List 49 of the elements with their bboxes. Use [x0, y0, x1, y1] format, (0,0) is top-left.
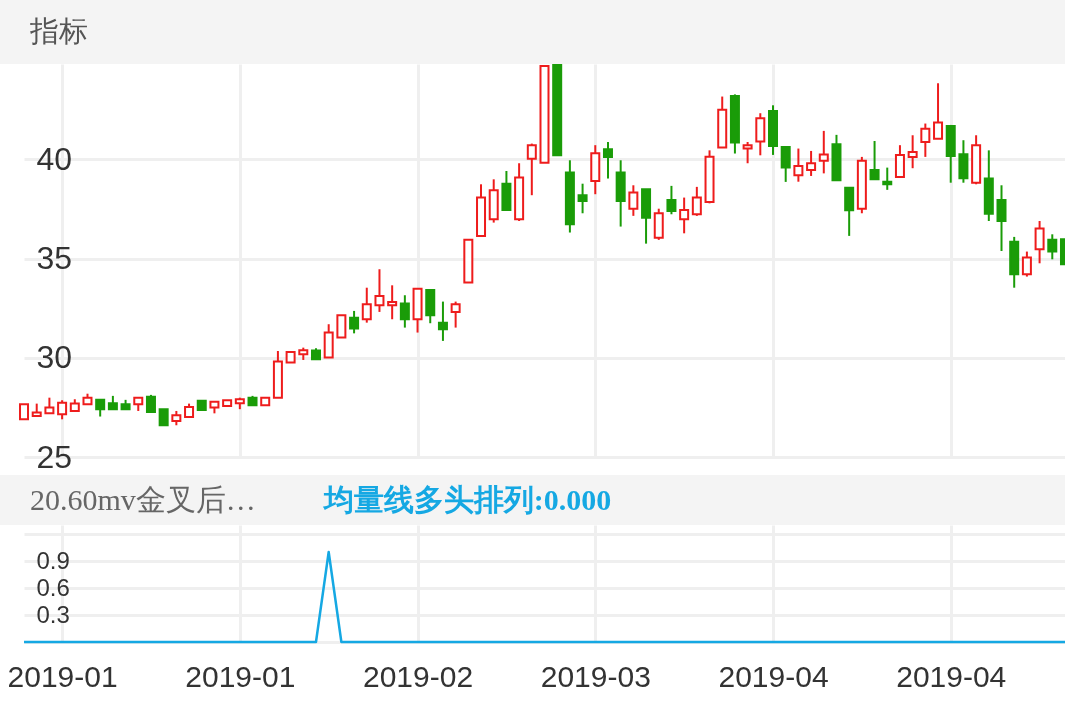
x-tick-label: 2019-04: [896, 659, 1007, 693]
candlestick: [1034, 220, 1045, 265]
candlestick: [1021, 250, 1032, 278]
candlestick: [818, 129, 829, 175]
candlestick: [450, 300, 461, 329]
candlestick: [882, 166, 893, 191]
candlestick: [907, 134, 918, 170]
candlestick: [691, 185, 702, 217]
candlestick: [577, 182, 588, 215]
candlestick: [1047, 233, 1058, 261]
candlestick: [628, 184, 639, 217]
candlestick: [374, 268, 385, 313]
candlestick: [933, 82, 944, 140]
candlestick: [780, 145, 791, 183]
candlestick: [361, 286, 372, 324]
y-tick-label: 40: [36, 140, 73, 177]
y-tick-label: 0.9: [36, 546, 70, 574]
candlestick: [806, 149, 817, 177]
candlestick: [526, 142, 537, 197]
candlestick: [387, 284, 398, 321]
candlestick: [894, 144, 905, 178]
candlestick: [349, 309, 360, 335]
candlestick: [755, 112, 766, 157]
candlestick: [399, 294, 410, 329]
candlestick: [996, 184, 1007, 252]
candlestick: [57, 399, 68, 421]
y-tick-label: 0.6: [36, 573, 70, 601]
candlestick: [920, 122, 931, 158]
x-tick-label: 2019-01: [7, 659, 118, 693]
candlestick: [793, 147, 804, 183]
candlestick: [869, 140, 880, 181]
candlestick: [602, 141, 613, 180]
x-tick-label: 2019-01: [185, 659, 296, 693]
x-tick-label: 2019-04: [718, 659, 829, 693]
candlestick: [437, 300, 448, 342]
x-tick-label: 2019-02: [362, 659, 474, 693]
y-tick-label: 0.3: [36, 600, 70, 628]
candlestick: [336, 314, 347, 339]
y-tick-label: 30: [36, 339, 73, 376]
x-tick-label: 2019-03: [540, 659, 651, 693]
y-tick-label: 25: [36, 438, 73, 475]
chart-title: 指标: [30, 13, 88, 50]
chart-title: 20.60mv金叉后…: [30, 481, 256, 518]
candlestick: [666, 184, 677, 216]
text: 均量线多头排列:0.000: [323, 481, 612, 518]
candlestick: [844, 186, 855, 237]
candlestick: [742, 141, 753, 165]
candlestick: [679, 196, 690, 235]
y-tick-label: 35: [36, 240, 73, 277]
